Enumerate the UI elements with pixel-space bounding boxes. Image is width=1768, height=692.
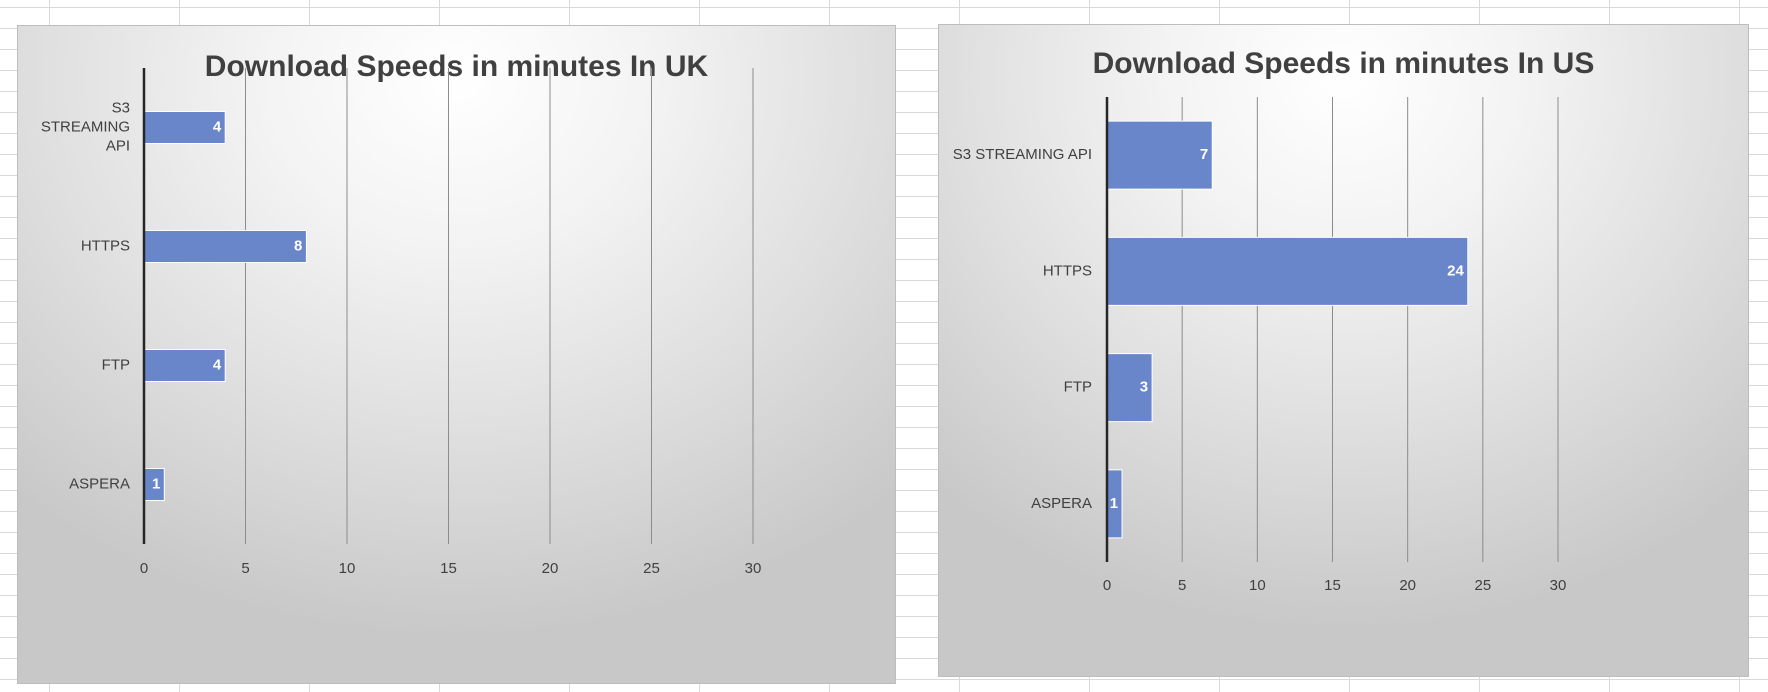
data-label-https: 8 [294,237,302,254]
tick-label-30: 30 [745,560,762,577]
tick-label-20: 20 [1399,577,1416,594]
category-label-https: HTTPS [81,237,130,254]
tick-label-10: 10 [1249,577,1266,594]
chart-uk[interactable]: Download Speeds in minutes In UK 4 S3 STREA… [17,25,896,684]
bar-ftp[interactable] [1106,353,1153,423]
data-label-s3-streaming-api: 4 [213,118,222,135]
tick-label-15: 15 [1324,577,1341,594]
chart-title: Download Speeds in minutes In US [1093,47,1595,80]
bar-s3-streaming-api[interactable] [143,111,226,144]
tick-label-30: 30 [1550,577,1567,594]
chart-title: Download Speeds in minutes In UK [205,50,709,83]
tick-label-5: 5 [241,560,249,577]
tick-label-5: 5 [1178,577,1186,594]
bar-https[interactable] [143,230,307,263]
tick-label-0: 0 [140,560,148,577]
tick-label-25: 25 [1474,577,1491,594]
category-label-ftp: FTP [1064,379,1092,396]
tick-label-20: 20 [542,560,559,577]
category-label-aspera: ASPERA [69,475,130,492]
data-label-https: 24 [1447,262,1464,279]
category-label-https: HTTPS [1043,262,1092,279]
bar-https[interactable] [1106,236,1469,306]
bar-s3-streaming-api[interactable] [1106,120,1213,190]
data-label-aspera: 1 [152,475,160,492]
category-label-aspera: ASPERA [1031,495,1092,512]
data-label-s3-streaming-api: 7 [1200,146,1208,163]
category-label-s3-streaming-api: S3 STREAMING API [953,146,1092,163]
chart-us[interactable]: Download Speeds in minutes In US 7 S3 STRE… [938,24,1749,677]
data-label-ftp: 3 [1140,379,1148,396]
chart-us-svg: Download Speeds in minutes In US 7 S3 STRE… [953,47,1595,594]
chart-uk-svg: Download Speeds in minutes In UK 4 S3 STREA… [41,50,762,577]
tick-label-10: 10 [339,560,356,577]
tick-label-15: 15 [440,560,457,577]
category-label-s3-streaming-api: S3 STREAMING API [41,99,130,154]
tick-label-0: 0 [1103,577,1111,594]
data-label-ftp: 4 [213,356,222,373]
bar-ftp[interactable] [143,349,226,382]
tick-label-25: 25 [643,560,660,577]
category-label-ftp: FTP [102,356,130,373]
data-label-aspera: 1 [1110,495,1118,512]
